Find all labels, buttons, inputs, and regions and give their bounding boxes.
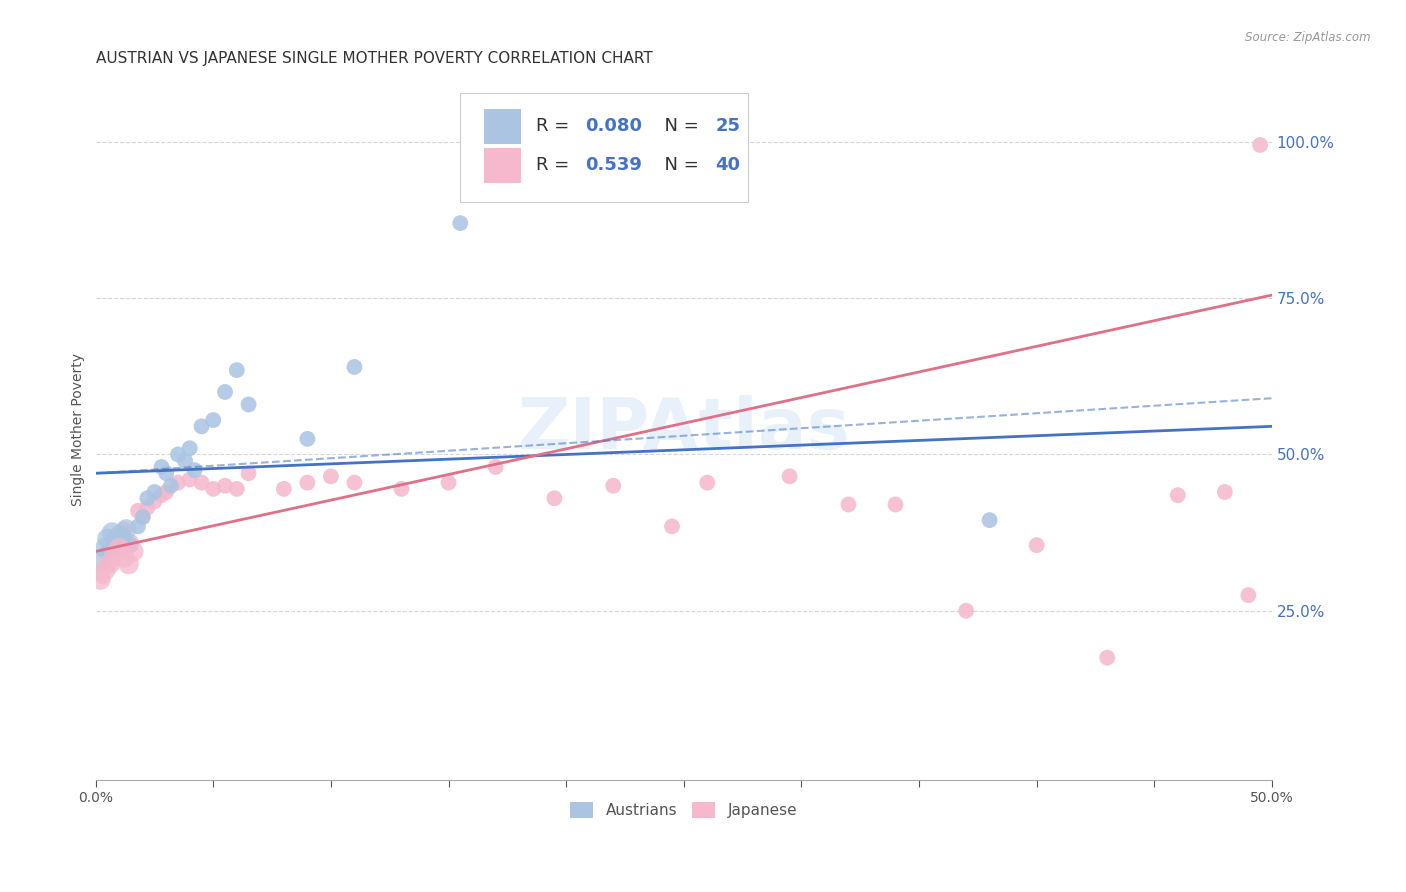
Point [179,442,201,456]
Point [122,544,145,558]
Point [167,448,190,462]
Point [91,569,114,583]
Point [94,541,117,556]
Point [103,548,125,562]
Point [117,557,139,571]
Point [214,384,236,399]
Legend: Austrians, Japanese: Austrians, Japanese [564,796,803,824]
Point [602,479,624,493]
Text: R =: R = [536,156,575,175]
Point [155,467,177,481]
Point [661,519,683,533]
Point [112,523,135,537]
Point [543,491,565,506]
Y-axis label: Single Mother Poverty: Single Mother Poverty [72,353,86,506]
Text: Source: ZipAtlas.com: Source: ZipAtlas.com [1246,31,1371,45]
Point [214,479,236,493]
FancyBboxPatch shape [460,94,748,202]
Point [190,475,212,490]
Point [110,538,132,552]
Point [202,482,225,496]
Point [136,500,159,515]
Point [120,538,142,552]
Text: N =: N = [654,156,704,175]
Point [143,494,166,508]
Point [1095,650,1118,665]
Point [143,485,166,500]
Point [319,469,342,483]
Text: 0.539: 0.539 [585,156,643,175]
Point [160,479,183,493]
Point [1025,538,1047,552]
Text: 0.080: 0.080 [585,117,643,136]
Point [108,525,131,540]
Point [273,482,295,496]
Point [297,432,319,446]
Point [190,419,212,434]
Text: AUSTRIAN VS JAPANESE SINGLE MOTHER POVERTY CORRELATION CHART: AUSTRIAN VS JAPANESE SINGLE MOTHER POVER… [96,51,652,66]
Point [115,523,138,537]
Text: ZIPAtlas: ZIPAtlas [517,395,851,464]
Point [112,550,135,565]
Point [120,535,142,549]
Text: R =: R = [536,117,575,136]
Point [108,538,131,552]
Point [112,529,135,543]
Point [779,469,801,483]
Point [1213,485,1236,500]
Point [105,532,128,546]
Point [238,397,260,411]
Text: 40: 40 [716,156,741,175]
Point [101,525,124,540]
Text: N =: N = [654,117,704,136]
Point [449,216,471,230]
Point [238,467,260,481]
Point [108,541,131,556]
Point [484,460,506,475]
Bar [484,148,522,183]
Point [343,359,366,374]
Point [89,573,111,587]
Point [127,519,149,533]
Point [1249,138,1271,153]
Point [96,544,118,558]
Point [96,532,118,546]
Text: 25: 25 [716,117,741,136]
Point [98,557,121,571]
Point [955,604,977,618]
Point [343,475,366,490]
Point [94,563,117,577]
Point [225,482,247,496]
Point [183,463,205,477]
Point [297,475,319,490]
Point [837,498,859,512]
Point [127,504,149,518]
Point [884,498,907,512]
Point [150,460,173,475]
Point [103,544,125,558]
Point [155,485,177,500]
Point [696,475,718,490]
Point [1237,588,1260,602]
Point [391,482,413,496]
Point [437,475,460,490]
Point [202,413,225,427]
Point [150,488,173,502]
Point [1167,488,1189,502]
Point [98,557,121,571]
Point [167,475,190,490]
Point [131,510,153,524]
Point [136,491,159,506]
Point [174,454,197,468]
Point [103,535,125,549]
Bar [484,109,522,144]
Point [979,513,1001,527]
Point [179,473,201,487]
Point [89,554,111,568]
Point [131,510,153,524]
Point [225,363,247,377]
